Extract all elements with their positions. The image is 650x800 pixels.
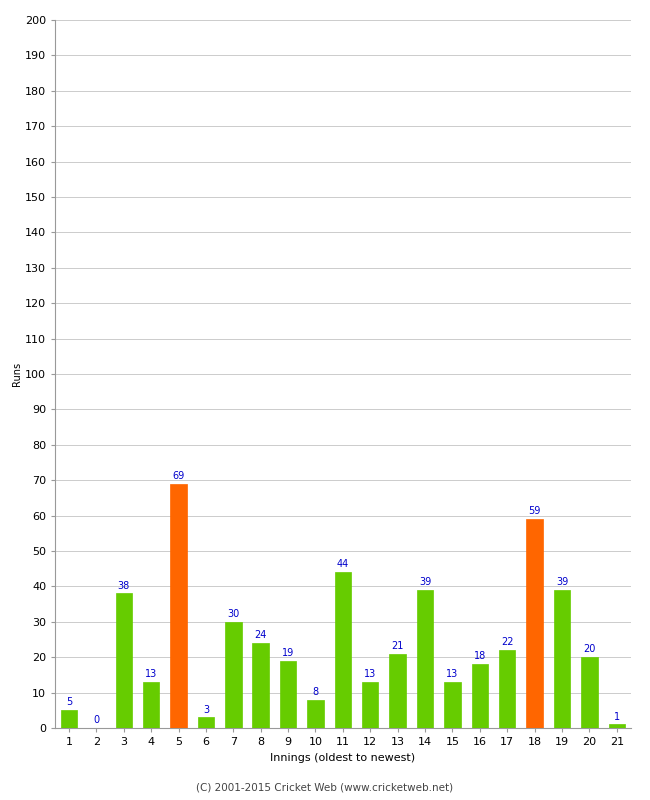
- Text: 24: 24: [255, 630, 267, 640]
- Text: 5: 5: [66, 698, 72, 707]
- Text: 13: 13: [447, 669, 458, 679]
- Bar: [252, 643, 269, 728]
- Bar: [608, 725, 625, 728]
- Bar: [581, 658, 597, 728]
- Text: 44: 44: [337, 559, 349, 570]
- Text: 59: 59: [528, 506, 541, 516]
- X-axis label: Innings (oldest to newest): Innings (oldest to newest): [270, 753, 415, 762]
- Bar: [499, 650, 515, 728]
- Bar: [170, 484, 187, 728]
- Bar: [526, 519, 543, 728]
- Bar: [554, 590, 570, 728]
- Text: 13: 13: [364, 669, 376, 679]
- Text: 22: 22: [501, 638, 514, 647]
- Bar: [389, 654, 406, 728]
- Bar: [417, 590, 434, 728]
- Bar: [307, 700, 324, 728]
- Text: 0: 0: [94, 715, 99, 725]
- Text: 39: 39: [556, 577, 568, 587]
- Bar: [362, 682, 378, 728]
- Bar: [225, 622, 242, 728]
- Bar: [60, 710, 77, 728]
- Bar: [198, 718, 214, 728]
- Text: 19: 19: [282, 648, 294, 658]
- Text: 13: 13: [145, 669, 157, 679]
- Bar: [143, 682, 159, 728]
- Text: 30: 30: [227, 609, 239, 619]
- Bar: [335, 572, 351, 728]
- Bar: [280, 661, 296, 728]
- Bar: [116, 594, 132, 728]
- Text: 69: 69: [172, 471, 185, 481]
- Bar: [472, 664, 488, 728]
- Text: 38: 38: [118, 581, 130, 590]
- Text: 3: 3: [203, 705, 209, 714]
- Bar: [444, 682, 461, 728]
- Text: 20: 20: [583, 644, 595, 654]
- Text: (C) 2001-2015 Cricket Web (www.cricketweb.net): (C) 2001-2015 Cricket Web (www.cricketwe…: [196, 782, 454, 792]
- Text: 39: 39: [419, 577, 431, 587]
- Text: 21: 21: [391, 641, 404, 651]
- Text: 1: 1: [614, 712, 620, 722]
- Text: 18: 18: [474, 651, 486, 662]
- Y-axis label: Runs: Runs: [12, 362, 22, 386]
- Text: 8: 8: [313, 687, 318, 697]
